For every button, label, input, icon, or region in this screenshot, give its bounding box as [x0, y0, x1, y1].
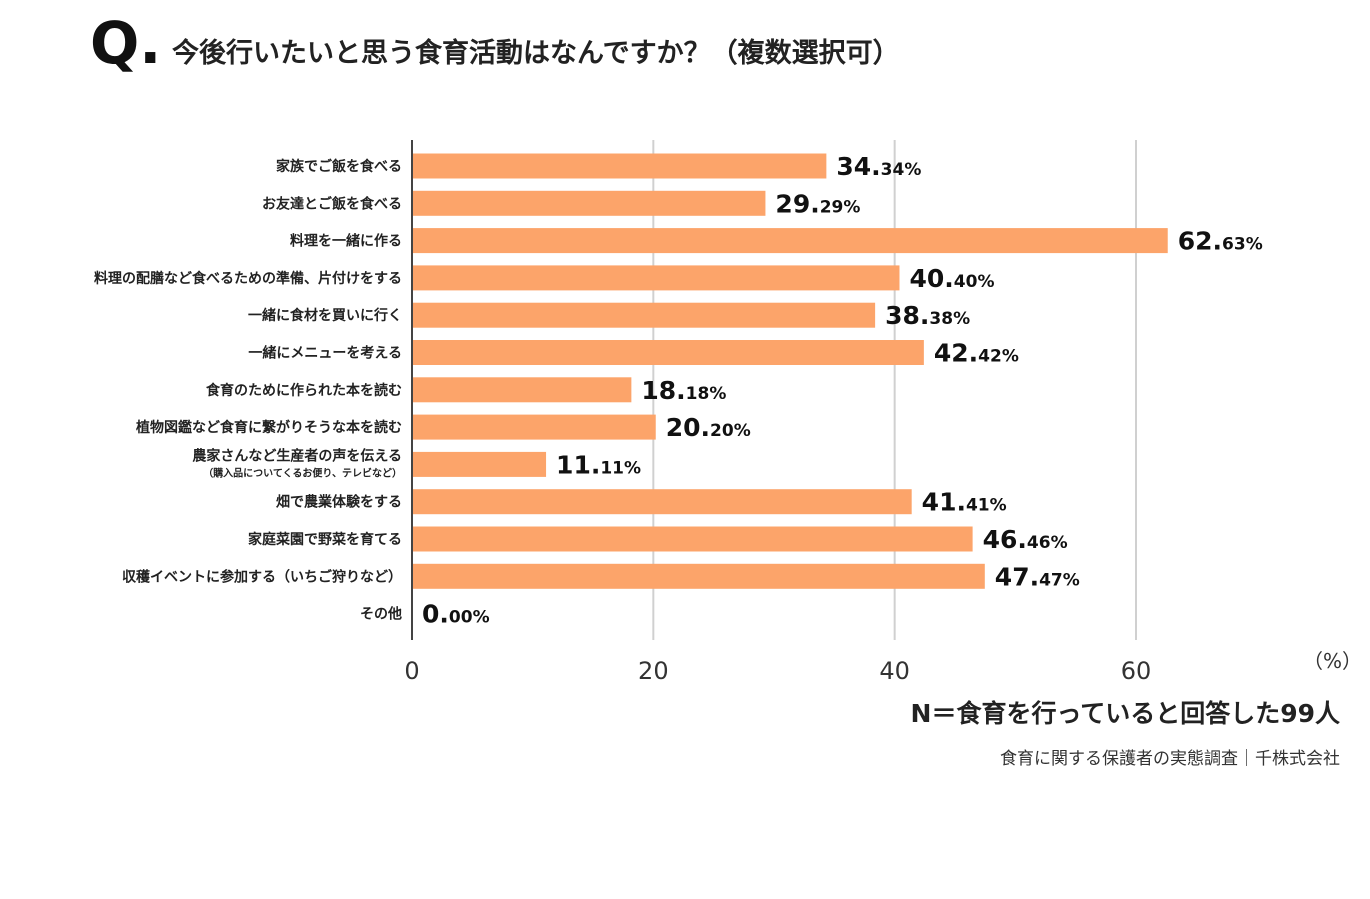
source-credit: 食育に関する保護者の実態調査｜千株式会社	[1000, 749, 1340, 769]
value-label-int-6: 18.	[641, 376, 685, 405]
axis-unit-label: （%）	[1303, 649, 1362, 673]
value-label-int-11: 47.	[995, 562, 1039, 591]
value-label-dec-6: 18%	[686, 384, 727, 404]
value-label-12: 0.00%	[422, 600, 490, 629]
value-label-int-9: 41.	[922, 488, 966, 517]
value-label-int-0: 34.	[836, 152, 880, 181]
value-label-dec-11: 47%	[1039, 570, 1080, 590]
sample-size-note: N＝食育を行っていると回答した99人	[910, 699, 1340, 728]
value-label-dec-12: 00%	[449, 608, 490, 628]
bar-10	[412, 526, 973, 552]
value-label-4: 38.38%	[885, 301, 970, 330]
category-label-8: 農家さんなど生産者の声を伝える	[192, 447, 402, 464]
category-label-2: 料理を一緒に作る	[290, 233, 402, 250]
value-label-dec-2: 63%	[1222, 235, 1263, 255]
value-label-7: 20.20%	[666, 413, 751, 442]
value-label-6: 18.18%	[641, 376, 726, 405]
value-label-dec-5: 42%	[978, 347, 1019, 367]
value-label-int-1: 29.	[775, 189, 819, 218]
x-tick-label-20: 20	[638, 657, 669, 685]
bar-1	[412, 190, 766, 216]
question-title: 今後行いたいと思う食育活動はなんですか？（複数選択可）	[172, 38, 900, 69]
bar-7	[412, 414, 656, 440]
value-label-dec-1: 29%	[820, 197, 861, 217]
bar-3	[412, 265, 900, 291]
value-label-dec-9: 41%	[966, 496, 1007, 516]
bar-9	[412, 489, 912, 515]
value-label-dec-10: 46%	[1027, 533, 1068, 553]
value-label-9: 41.41%	[922, 488, 1007, 517]
category-label-1: お友達とご飯を食べる	[262, 195, 402, 212]
value-label-dec-7: 20%	[710, 421, 751, 441]
category-label-7: 植物図鑑など食育に繋がりそうな本を読む	[135, 419, 402, 436]
bar-5	[412, 340, 924, 365]
value-label-8: 11.11%	[556, 450, 641, 479]
category-label-10: 家庭菜園で野菜を育てる	[248, 531, 402, 548]
value-label-10: 46.46%	[983, 525, 1068, 554]
category-label-5: 一緒にメニューを考える	[248, 345, 402, 362]
value-label-int-4: 38.	[885, 301, 929, 330]
question-mark: Q.	[90, 9, 162, 77]
category-label-0: 家族でご飯を食べる	[276, 158, 402, 175]
value-label-int-2: 62.	[1178, 227, 1222, 256]
bar-0	[412, 153, 827, 179]
value-label-2: 62.63%	[1178, 227, 1263, 256]
value-label-1: 29.29%	[775, 189, 860, 218]
value-label-dec-3: 40%	[954, 272, 995, 292]
value-label-11: 47.47%	[995, 562, 1080, 591]
value-label-int-3: 40.	[909, 264, 953, 293]
value-label-int-8: 11.	[556, 450, 600, 479]
value-label-int-12: 0.	[422, 600, 449, 629]
bar-11	[412, 563, 985, 589]
bar-4	[412, 302, 876, 328]
category-label-3: 料理の配膳など食べるための準備、片付けをする	[94, 270, 402, 287]
bar-8	[412, 451, 547, 477]
category-sublabel-8: （購入品についてくるお便り、テレビなど）	[203, 466, 402, 479]
value-label-5: 42.42%	[934, 339, 1019, 368]
value-label-int-10: 46.	[983, 525, 1027, 554]
x-tick-label-60: 60	[1121, 657, 1152, 685]
x-tick-label-0: 0	[404, 657, 419, 685]
value-label-int-5: 42.	[934, 339, 978, 368]
category-label-6: 食育のために作られた本を読む	[206, 382, 402, 399]
value-label-0: 34.34%	[836, 152, 921, 181]
bar-6	[412, 377, 632, 403]
value-label-int-7: 20.	[666, 413, 710, 442]
category-label-12: その他	[360, 606, 402, 623]
value-label-dec-8: 11%	[600, 458, 641, 478]
x-tick-label-40: 40	[879, 657, 910, 685]
category-label-4: 一緒に食材を買いに行く	[248, 307, 402, 324]
category-label-9: 畑で農業体験をする	[275, 494, 402, 511]
value-label-dec-0: 34%	[881, 160, 922, 180]
value-label-dec-4: 38%	[929, 309, 970, 329]
category-label-11: 収穫イベントに参加する（いちご狩りなど）	[122, 568, 402, 585]
value-label-3: 40.40%	[909, 264, 994, 293]
bar-2	[412, 228, 1168, 254]
